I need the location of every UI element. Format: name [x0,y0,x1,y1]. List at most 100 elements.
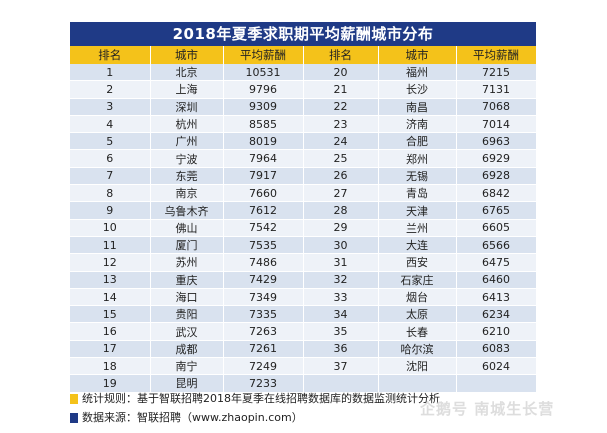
rank-cell: 27 [303,184,379,203]
rank-cell: 17 [70,340,151,359]
city-cell [378,374,457,393]
city-cell: 深圳 [150,98,224,116]
city-cell: 贵阳 [150,305,224,324]
pay-cell: 7660 [223,184,304,203]
rank-cell: 36 [303,340,379,359]
pay-cell: 6460 [456,271,537,289]
pay-cell: 7131 [456,80,537,99]
city-cell: 乌鲁木齐 [150,201,224,220]
pay-cell: 7068 [456,98,537,116]
rank-cell: 16 [70,322,151,341]
city-cell: 杭州 [150,115,224,134]
blue-marker-icon [70,412,78,423]
rank-cell: 10 [70,219,151,237]
city-cell: 南京 [150,184,224,203]
table-row: 12 苏州 7486 31 西安 6475 [70,253,537,272]
pay-cell: 6765 [456,201,537,220]
rank-cell: 20 [303,64,379,82]
city-cell: 郑州 [378,149,457,168]
city-cell: 太原 [378,305,457,324]
pay-cell: 6929 [456,149,537,168]
pay-cell [456,374,537,393]
pay-cell: 6928 [456,167,537,186]
pay-cell: 7349 [223,288,304,307]
city-cell: 武汉 [150,322,224,341]
pay-cell: 7429 [223,271,304,289]
note-stat-rule: 统计规则：基于智联招聘2018年夏季在线招聘数据库的数据监测统计分析 [70,389,550,408]
pay-cell: 7263 [223,322,304,341]
watermark: 企鹅号 南城生长营 [420,400,555,418]
city-cell: 烟台 [378,288,457,307]
header-pay: 平均薪酬 [223,46,304,64]
rank-cell: 34 [303,305,379,324]
table-body: 1 北京 10531 20 福州 7215 2 上海 9796 21 长沙 7131 3 深圳 9309 22… [70,64,537,393]
rank-cell: 22 [303,98,379,116]
city-cell: 上海 [150,80,224,99]
pay-cell: 7542 [223,219,304,237]
rank-cell: 2 [70,80,151,99]
pay-cell: 7249 [223,357,304,376]
header-row: 排名 城市 平均薪酬 排名 城市 平均薪酬 [70,46,537,64]
rank-cell: 4 [70,115,151,134]
city-cell: 合肥 [378,132,457,151]
rank-cell: 30 [303,236,379,255]
pay-cell: 8019 [223,132,304,151]
header-rank: 排名 [303,46,379,64]
pay-cell: 7014 [456,115,537,134]
pay-cell: 6210 [456,322,537,341]
table-row: 6 宁波 7964 25 郑州 6929 [70,149,537,168]
table-row: 14 海口 7349 33 烟台 6413 [70,288,537,307]
city-cell: 南昌 [378,98,457,116]
table-row: 18 南宁 7249 37 沈阳 6024 [70,357,537,376]
pay-cell: 7612 [223,201,304,220]
city-cell: 北京 [150,64,224,82]
pay-cell: 7964 [223,149,304,168]
table-title: 2018年夏季求职期平均薪酬城市分布 [70,22,536,46]
table-row: 15 贵阳 7335 34 太原 6234 [70,305,537,324]
table-row: 13 重庆 7429 32 石家庄 6460 [70,271,537,289]
rank-cell: 23 [303,115,379,134]
pay-cell: 6024 [456,357,537,376]
yellow-marker-icon [70,393,78,404]
rank-cell: 15 [70,305,151,324]
pay-cell: 6566 [456,236,537,255]
salary-table-container: 2018年夏季求职期平均薪酬城市分布 排名 城市 平均薪酬 排名 城市 平均薪酬… [70,22,537,393]
pay-cell: 7917 [223,167,304,186]
rank-cell: 28 [303,201,379,220]
city-cell: 成都 [150,340,224,359]
pay-cell: 7535 [223,236,304,255]
table-row: 19 昆明 7233 [70,374,537,393]
pay-cell: 8585 [223,115,304,134]
rank-cell: 7 [70,167,151,186]
table-row: 1 北京 10531 20 福州 7215 [70,64,537,82]
pay-cell: 6234 [456,305,537,324]
pay-cell: 6083 [456,340,537,359]
rank-cell [303,374,379,393]
city-cell: 广州 [150,132,224,151]
city-cell: 哈尔滨 [378,340,457,359]
table-row: 3 深圳 9309 22 南昌 7068 [70,98,537,116]
city-cell: 西安 [378,253,457,272]
city-cell: 宁波 [150,149,224,168]
city-cell: 无锡 [378,167,457,186]
pay-cell: 7486 [223,253,304,272]
pay-cell: 6413 [456,288,537,307]
rank-cell: 31 [303,253,379,272]
rank-cell: 5 [70,132,151,151]
city-cell: 沈阳 [378,357,457,376]
city-cell: 大连 [378,236,457,255]
rank-cell: 18 [70,357,151,376]
rank-cell: 32 [303,271,379,289]
table-row: 9 乌鲁木齐 7612 28 天津 6765 [70,201,537,220]
rank-cell: 19 [70,374,151,393]
city-cell: 海口 [150,288,224,307]
city-cell: 重庆 [150,271,224,289]
pay-cell: 7261 [223,340,304,359]
footnotes: 统计规则：基于智联招聘2018年夏季在线招聘数据库的数据监测统计分析 数据来源：… [70,389,550,427]
rank-cell: 12 [70,253,151,272]
city-cell: 长沙 [378,80,457,99]
rank-cell: 3 [70,98,151,116]
table-row: 5 广州 8019 24 合肥 6963 [70,132,537,151]
rank-cell: 33 [303,288,379,307]
city-cell: 天津 [378,201,457,220]
